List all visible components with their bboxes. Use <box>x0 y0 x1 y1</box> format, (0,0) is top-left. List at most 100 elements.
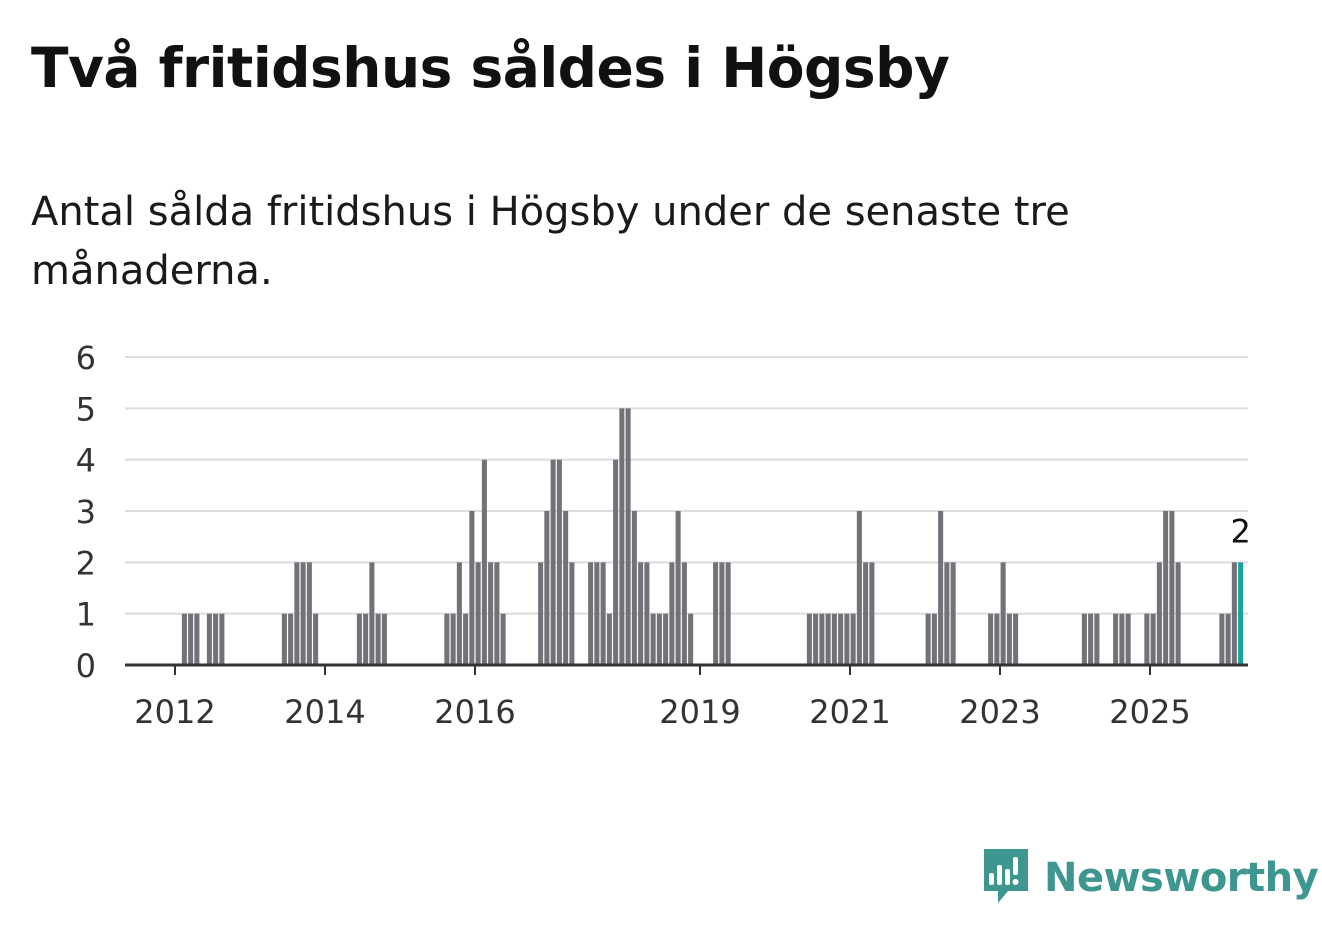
bar <box>619 408 625 665</box>
bar <box>194 613 200 665</box>
bar <box>1156 562 1162 665</box>
bar <box>1144 613 1150 665</box>
bar <box>1000 562 1006 665</box>
bar <box>1163 511 1169 665</box>
bar <box>1150 613 1156 665</box>
bar <box>475 562 481 665</box>
bar <box>719 562 725 665</box>
bar <box>656 613 662 665</box>
x-tick-label: 2012 <box>134 693 215 731</box>
bar <box>1225 613 1231 665</box>
bar <box>500 613 506 665</box>
y-tick-label: 2 <box>76 544 96 582</box>
bar <box>806 613 812 665</box>
bar <box>988 613 994 665</box>
bar <box>188 613 194 665</box>
latest-value-label: 2 <box>1230 512 1250 550</box>
bar <box>994 613 1000 665</box>
bar <box>813 613 819 665</box>
bar <box>650 613 656 665</box>
bar <box>375 613 381 665</box>
bar <box>569 562 575 665</box>
bar <box>606 613 612 665</box>
bar <box>856 511 862 665</box>
bar <box>850 613 856 665</box>
bar <box>313 613 319 665</box>
bar <box>1113 613 1119 665</box>
bar <box>1006 613 1012 665</box>
bar <box>456 562 462 665</box>
brand-name: Newsworthy <box>1044 855 1319 901</box>
data-labels: 2 <box>1230 512 1250 550</box>
bar <box>819 613 825 665</box>
bar <box>281 613 287 665</box>
x-tick-label: 2023 <box>959 693 1040 731</box>
gridlines <box>125 356 1248 615</box>
y-axis: 0 1 2 3 4 5 6 <box>76 339 96 685</box>
bar-series <box>181 408 1244 665</box>
bar <box>1125 613 1131 665</box>
bar <box>381 613 387 665</box>
bar <box>563 511 569 665</box>
bar <box>550 459 556 665</box>
bar <box>469 511 475 665</box>
bar <box>931 613 937 665</box>
bar <box>1088 613 1094 665</box>
bar <box>594 562 600 665</box>
y-tick-label: 1 <box>76 596 96 634</box>
bar <box>663 613 669 665</box>
chart-subtitle: Antal sålda fritidshus i Högsby under de… <box>31 189 1070 294</box>
bar <box>288 613 294 665</box>
bar <box>356 613 362 665</box>
bar <box>1094 613 1100 665</box>
bar <box>538 562 544 665</box>
bar <box>1219 613 1225 665</box>
bar <box>556 459 562 665</box>
bar <box>219 613 225 665</box>
bar <box>863 562 869 665</box>
bar <box>844 613 850 665</box>
bar <box>944 562 950 665</box>
bar <box>1119 613 1125 665</box>
x-tick-label: 2019 <box>659 693 740 731</box>
bar-chart-speech-bubble-icon <box>980 845 1032 911</box>
bar <box>1175 562 1181 665</box>
bar <box>444 613 450 665</box>
y-tick-label: 0 <box>76 647 96 685</box>
bar <box>1231 562 1237 665</box>
bar <box>300 562 306 665</box>
newsworthy-logo: Newsworthy <box>980 845 1319 911</box>
y-tick-label: 6 <box>76 339 96 377</box>
bar <box>481 459 487 665</box>
bar <box>950 562 956 665</box>
bar <box>925 613 931 665</box>
bar <box>588 562 594 665</box>
bar <box>713 562 719 665</box>
bar <box>669 562 675 665</box>
bar <box>675 511 681 665</box>
bar <box>450 613 456 665</box>
bar <box>181 613 187 665</box>
bar <box>363 613 369 665</box>
bar <box>938 511 944 665</box>
bar <box>625 408 631 665</box>
bar <box>494 562 500 665</box>
bar <box>838 613 844 665</box>
bar <box>1013 613 1019 665</box>
bar-latest <box>1238 562 1244 665</box>
bar <box>488 562 494 665</box>
bar-chart: 0 1 2 3 4 5 6 2012 2014 2016 2019 2021 2023 2025 2 <box>76 339 1251 731</box>
x-tick-label: 2025 <box>1109 693 1190 731</box>
bar <box>725 562 731 665</box>
x-tick-label: 2016 <box>434 693 515 731</box>
bar <box>600 562 606 665</box>
bar <box>688 613 694 665</box>
y-tick-label: 4 <box>76 442 96 480</box>
bar <box>369 562 375 665</box>
bar <box>1081 613 1087 665</box>
y-tick-label: 3 <box>76 493 96 531</box>
bar <box>644 562 650 665</box>
x-axis: 2012 2014 2016 2019 2021 2023 2025 <box>125 663 1248 731</box>
bar <box>213 613 219 665</box>
bar <box>306 562 312 665</box>
